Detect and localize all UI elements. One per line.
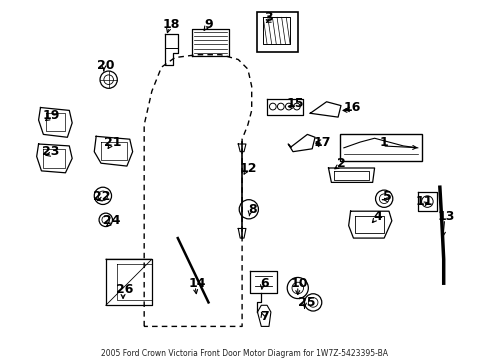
Text: 2: 2: [336, 157, 345, 170]
Text: 20: 20: [97, 59, 114, 72]
Text: 13: 13: [437, 210, 454, 222]
Text: 5: 5: [382, 190, 390, 203]
Text: 7: 7: [259, 310, 268, 323]
Bar: [339, 134, 421, 161]
Text: 17: 17: [313, 136, 331, 149]
Text: 26: 26: [116, 283, 133, 296]
Text: 25: 25: [297, 296, 315, 309]
Text: 4: 4: [372, 210, 381, 222]
Text: 11: 11: [415, 195, 432, 208]
Text: 8: 8: [248, 203, 257, 216]
Text: 1: 1: [379, 136, 388, 149]
Text: 22: 22: [93, 190, 110, 203]
Text: 3: 3: [264, 11, 273, 24]
Text: 24: 24: [102, 214, 120, 227]
Text: 19: 19: [42, 109, 60, 122]
Text: 9: 9: [204, 18, 212, 31]
Text: 16: 16: [343, 101, 361, 114]
Text: 10: 10: [290, 277, 308, 290]
Bar: [257, 12, 297, 52]
Text: 15: 15: [285, 97, 303, 110]
Text: 14: 14: [188, 277, 205, 290]
Text: 12: 12: [239, 162, 256, 175]
Text: 21: 21: [103, 136, 121, 149]
Text: 18: 18: [162, 18, 180, 31]
Text: 6: 6: [259, 277, 268, 290]
Text: 2005 Ford Crown Victoria Front Door Motor Diagram for 1W7Z-5423395-BA: 2005 Ford Crown Victoria Front Door Moto…: [101, 349, 387, 358]
Text: 23: 23: [42, 145, 60, 158]
